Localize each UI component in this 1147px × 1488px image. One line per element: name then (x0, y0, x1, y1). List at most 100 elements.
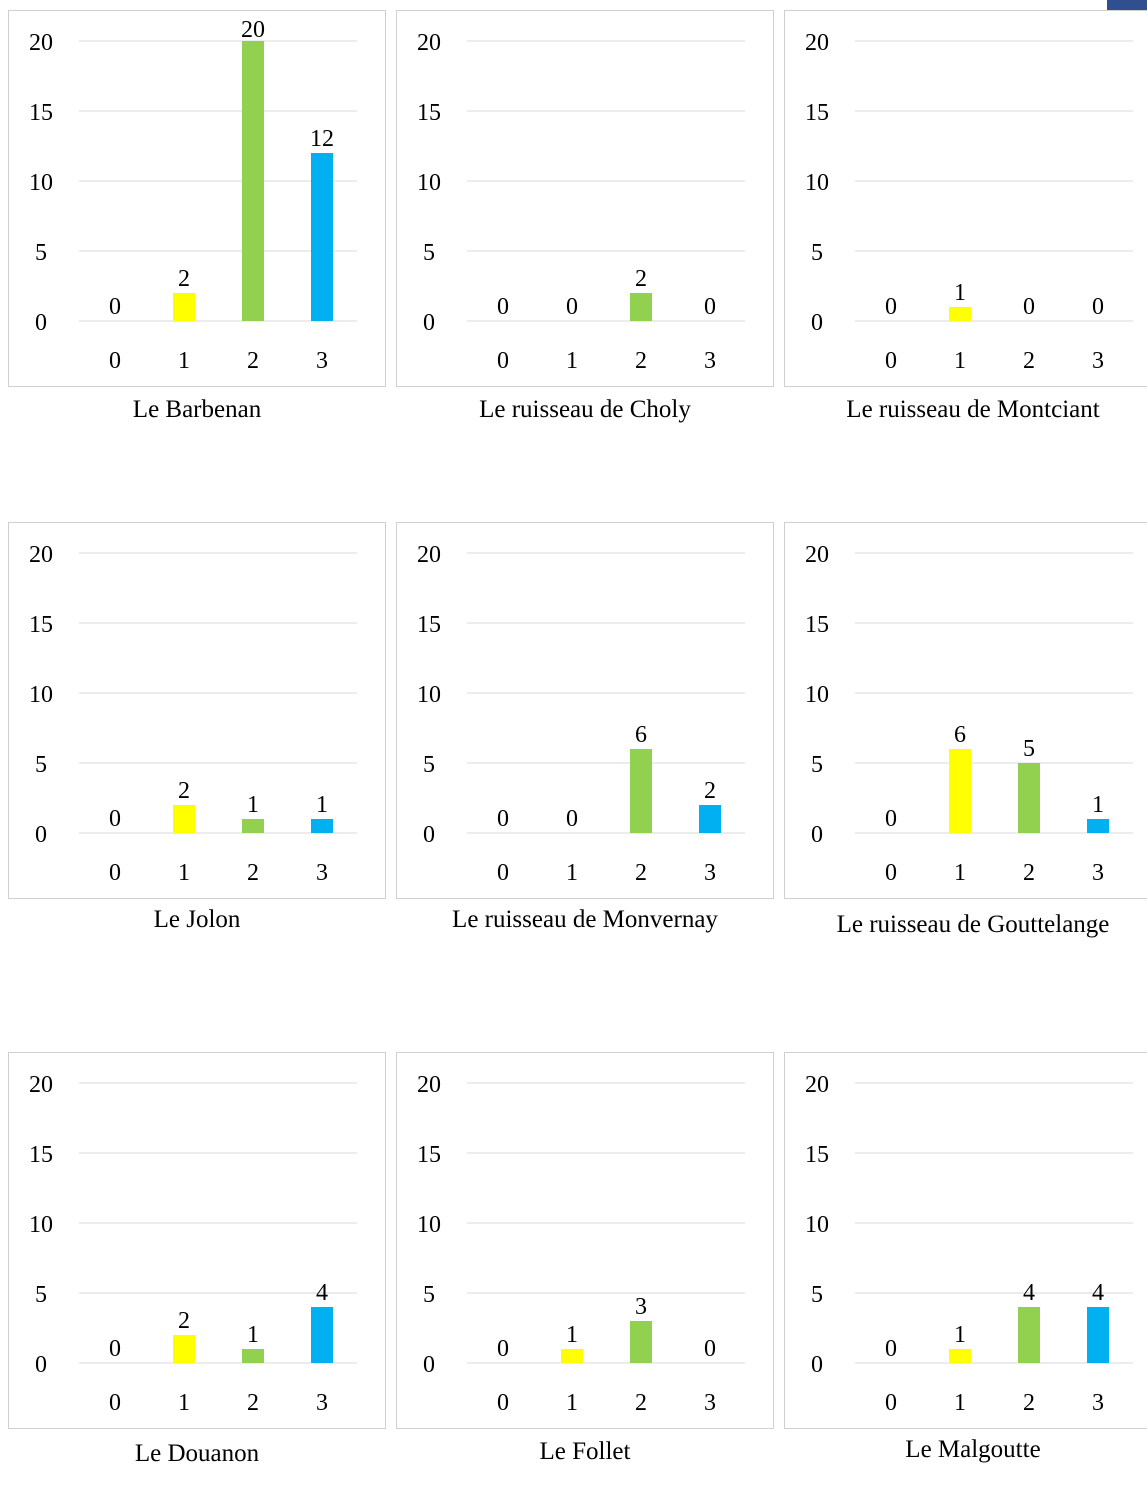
data-label: 6 (635, 722, 647, 748)
bar (173, 805, 195, 833)
bar-chart: 0 5 10 15 20 0 0 1 1 4 2 4 3 (805, 1072, 1133, 1416)
data-label: 0 (704, 1336, 716, 1362)
bar-chart: 0 5 10 15 20 0 0 2 1 20 2 12 3 (29, 17, 357, 374)
y-tick-label: 0 (811, 310, 823, 336)
data-label: 0 (109, 1336, 121, 1362)
data-label: 0 (885, 806, 897, 832)
x-tick-label: 0 (497, 348, 509, 374)
x-tick-label: 2 (1023, 860, 1035, 886)
x-tick-label: 1 (954, 1390, 966, 1416)
x-tick-label: 2 (635, 860, 647, 886)
bar (630, 293, 652, 321)
x-tick-label: 0 (109, 860, 121, 886)
chart-panel: 0 5 10 15 20 0 0 6 1 5 2 1 3 (784, 522, 1147, 899)
bar (173, 1335, 195, 1363)
y-tick-label: 5 (811, 240, 823, 266)
x-tick-label: 2 (1023, 348, 1035, 374)
x-tick-label: 1 (178, 860, 190, 886)
y-tick-label: 0 (423, 822, 435, 848)
x-tick-label: 2 (247, 1390, 259, 1416)
data-label: 0 (1092, 294, 1104, 320)
y-tick-label: 5 (423, 240, 435, 266)
data-label: 0 (566, 294, 578, 320)
bar (561, 1349, 583, 1363)
chart-title: Le ruisseau de Choly (479, 396, 691, 423)
chart-panel: 0 5 10 15 20 0 0 2 1 20 2 12 3 (8, 10, 386, 387)
bar (1087, 819, 1109, 833)
y-tick-label: 20 (29, 30, 53, 56)
y-tick-label: 0 (35, 822, 47, 848)
y-tick-label: 20 (805, 30, 829, 56)
x-tick-label: 1 (954, 860, 966, 886)
y-tick-label: 5 (35, 240, 47, 266)
x-tick-label: 2 (635, 348, 647, 374)
y-tick-label: 5 (35, 1282, 47, 1308)
chart-title: Le ruisseau de Montciant (846, 396, 1100, 423)
y-tick-label: 20 (29, 1072, 53, 1098)
data-label: 4 (1092, 1280, 1104, 1306)
y-tick-label: 20 (417, 30, 441, 56)
chart-panel: 0 5 10 15 20 0 0 1 1 4 2 4 3 (784, 1052, 1147, 1429)
data-label: 20 (241, 17, 265, 43)
y-tick-label: 0 (423, 1352, 435, 1378)
y-tick-label: 5 (423, 1282, 435, 1308)
bar-chart: 0 5 10 15 20 0 0 2 1 1 2 4 3 (29, 1072, 357, 1416)
data-label: 2 (178, 1308, 190, 1334)
y-tick-label: 15 (417, 100, 441, 126)
data-label: 1 (566, 1322, 578, 1348)
bar (242, 41, 264, 321)
x-tick-label: 3 (316, 860, 328, 886)
y-tick-label: 15 (417, 1142, 441, 1168)
data-label: 0 (497, 294, 509, 320)
x-tick-label: 2 (247, 860, 259, 886)
chart-title: Le Douanon (134, 1440, 260, 1467)
y-tick-label: 10 (29, 1212, 53, 1238)
x-tick-label: 3 (1092, 1390, 1104, 1416)
bar (630, 749, 652, 833)
y-tick-label: 10 (417, 1212, 441, 1238)
x-tick-label: 1 (954, 348, 966, 374)
data-label: 4 (316, 1280, 328, 1306)
x-tick-label: 3 (704, 860, 716, 886)
chart-panel: 0 5 10 15 20 0 0 2 1 1 2 1 3 (8, 522, 386, 899)
y-tick-label: 10 (805, 682, 829, 708)
x-tick-label: 3 (316, 348, 328, 374)
y-tick-label: 10 (29, 682, 53, 708)
data-label: 0 (497, 806, 509, 832)
y-tick-label: 10 (805, 170, 829, 196)
chart-panel: 0 5 10 15 20 0 0 0 1 6 2 2 3 (396, 522, 774, 899)
bar (1018, 763, 1040, 833)
x-tick-label: 2 (635, 1390, 647, 1416)
data-label: 0 (704, 294, 716, 320)
bar (630, 1321, 652, 1363)
y-tick-label: 15 (805, 1142, 829, 1168)
y-tick-label: 0 (423, 310, 435, 336)
chart-title: Le Follet (539, 1438, 631, 1465)
y-tick-label: 15 (805, 100, 829, 126)
data-label: 4 (1023, 1280, 1035, 1306)
chart-panel: 0 5 10 15 20 0 0 1 1 0 2 0 3 (784, 10, 1147, 387)
x-tick-label: 3 (1092, 860, 1104, 886)
x-tick-label: 3 (1092, 348, 1104, 374)
data-label: 0 (109, 294, 121, 320)
x-tick-label: 3 (704, 348, 716, 374)
data-label: 2 (178, 266, 190, 292)
data-label: 0 (885, 294, 897, 320)
bar (311, 1307, 333, 1363)
corner-decoration (1107, 0, 1147, 12)
chart-title: Le ruisseau de Gouttelange (836, 911, 1110, 938)
bar (311, 153, 333, 321)
x-tick-label: 1 (178, 348, 190, 374)
y-tick-label: 10 (29, 170, 53, 196)
x-tick-label: 0 (109, 348, 121, 374)
bar (699, 805, 721, 833)
bar (1018, 1307, 1040, 1363)
x-tick-label: 0 (497, 860, 509, 886)
data-label: 1 (247, 792, 259, 818)
x-tick-label: 0 (885, 348, 897, 374)
y-tick-label: 15 (417, 612, 441, 638)
